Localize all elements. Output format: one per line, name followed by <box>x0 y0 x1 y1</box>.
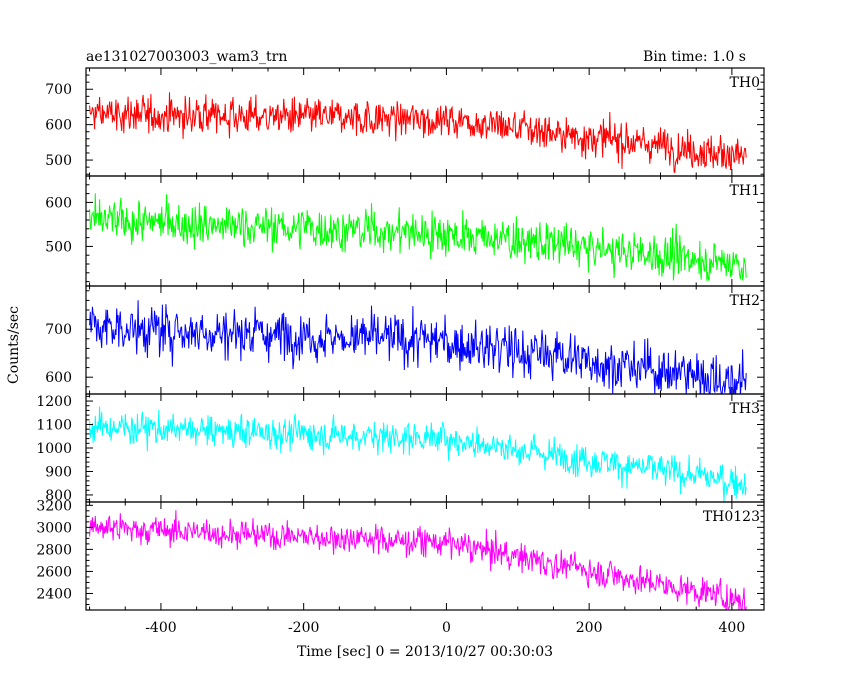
panel-th0123: 2400 2600 2800 3000 3200 TH0123 <box>36 498 765 611</box>
y-tick-label: 800 <box>45 488 72 504</box>
y-tick-label: 1100 <box>36 418 72 434</box>
y-tick-label: 2400 <box>36 586 72 602</box>
x-tick-label: -400 <box>145 620 176 636</box>
panel-th3: 800 900 1000 1100 1200 TH3 <box>36 393 765 504</box>
bin-time-label: Bin time: 1.0 s <box>643 49 746 65</box>
y-tick-label: 600 <box>45 195 72 211</box>
y-tick-label: 500 <box>45 239 72 255</box>
x-axis-label: Time [sec] 0 = 2013/10/27 00:30:03 <box>297 644 553 660</box>
y-tick-label: 2600 <box>36 564 72 580</box>
y-tick-label: 700 <box>45 82 72 98</box>
panels-group: 500 600 700 TH0 500 600 TH1 600 700 TH2 800 900 1000… <box>36 67 765 636</box>
panel-label-th2: TH2 <box>730 293 760 309</box>
x-tick-label: -200 <box>288 620 319 636</box>
y-axis-label: Counts/sec <box>6 306 22 384</box>
y-tick-label: 600 <box>45 370 72 386</box>
panel-label-th1: TH1 <box>730 183 760 199</box>
chart-title: ae131027003003_wam3_trn <box>86 49 287 65</box>
series-line-th1 <box>89 193 747 281</box>
y-tick-label: 3000 <box>36 520 72 536</box>
series-line-th3 <box>89 406 747 502</box>
series-line-th2 <box>89 300 747 394</box>
panel-th2: 600 700 TH2 <box>45 285 765 395</box>
series-line-th0123 <box>89 510 747 610</box>
y-tick-label: 3200 <box>36 498 72 514</box>
panel-th1: 500 600 TH1 <box>45 175 765 287</box>
y-tick-label: 600 <box>45 118 72 134</box>
panel-label-th0: TH0 <box>730 75 760 91</box>
y-tick-label: 1200 <box>36 394 72 410</box>
y-tick-label: 1000 <box>36 441 72 457</box>
panel-frame <box>85 501 765 611</box>
y-tick-label: 900 <box>45 464 72 480</box>
series-line-th0 <box>89 92 747 174</box>
panel-label-th0123: TH0123 <box>703 509 760 525</box>
panel-label-th3: TH3 <box>730 401 760 417</box>
x-tick-label: 200 <box>576 620 603 636</box>
panel-frame <box>85 393 765 503</box>
y-tick-label: 500 <box>45 153 72 169</box>
y-tick-label: 700 <box>45 322 72 338</box>
x-tick-label: 400 <box>719 620 746 636</box>
y-tick-label: 2800 <box>36 542 72 558</box>
panel-th0: 500 600 700 TH0 <box>45 67 765 177</box>
x-tick-label: 0 <box>442 620 451 636</box>
